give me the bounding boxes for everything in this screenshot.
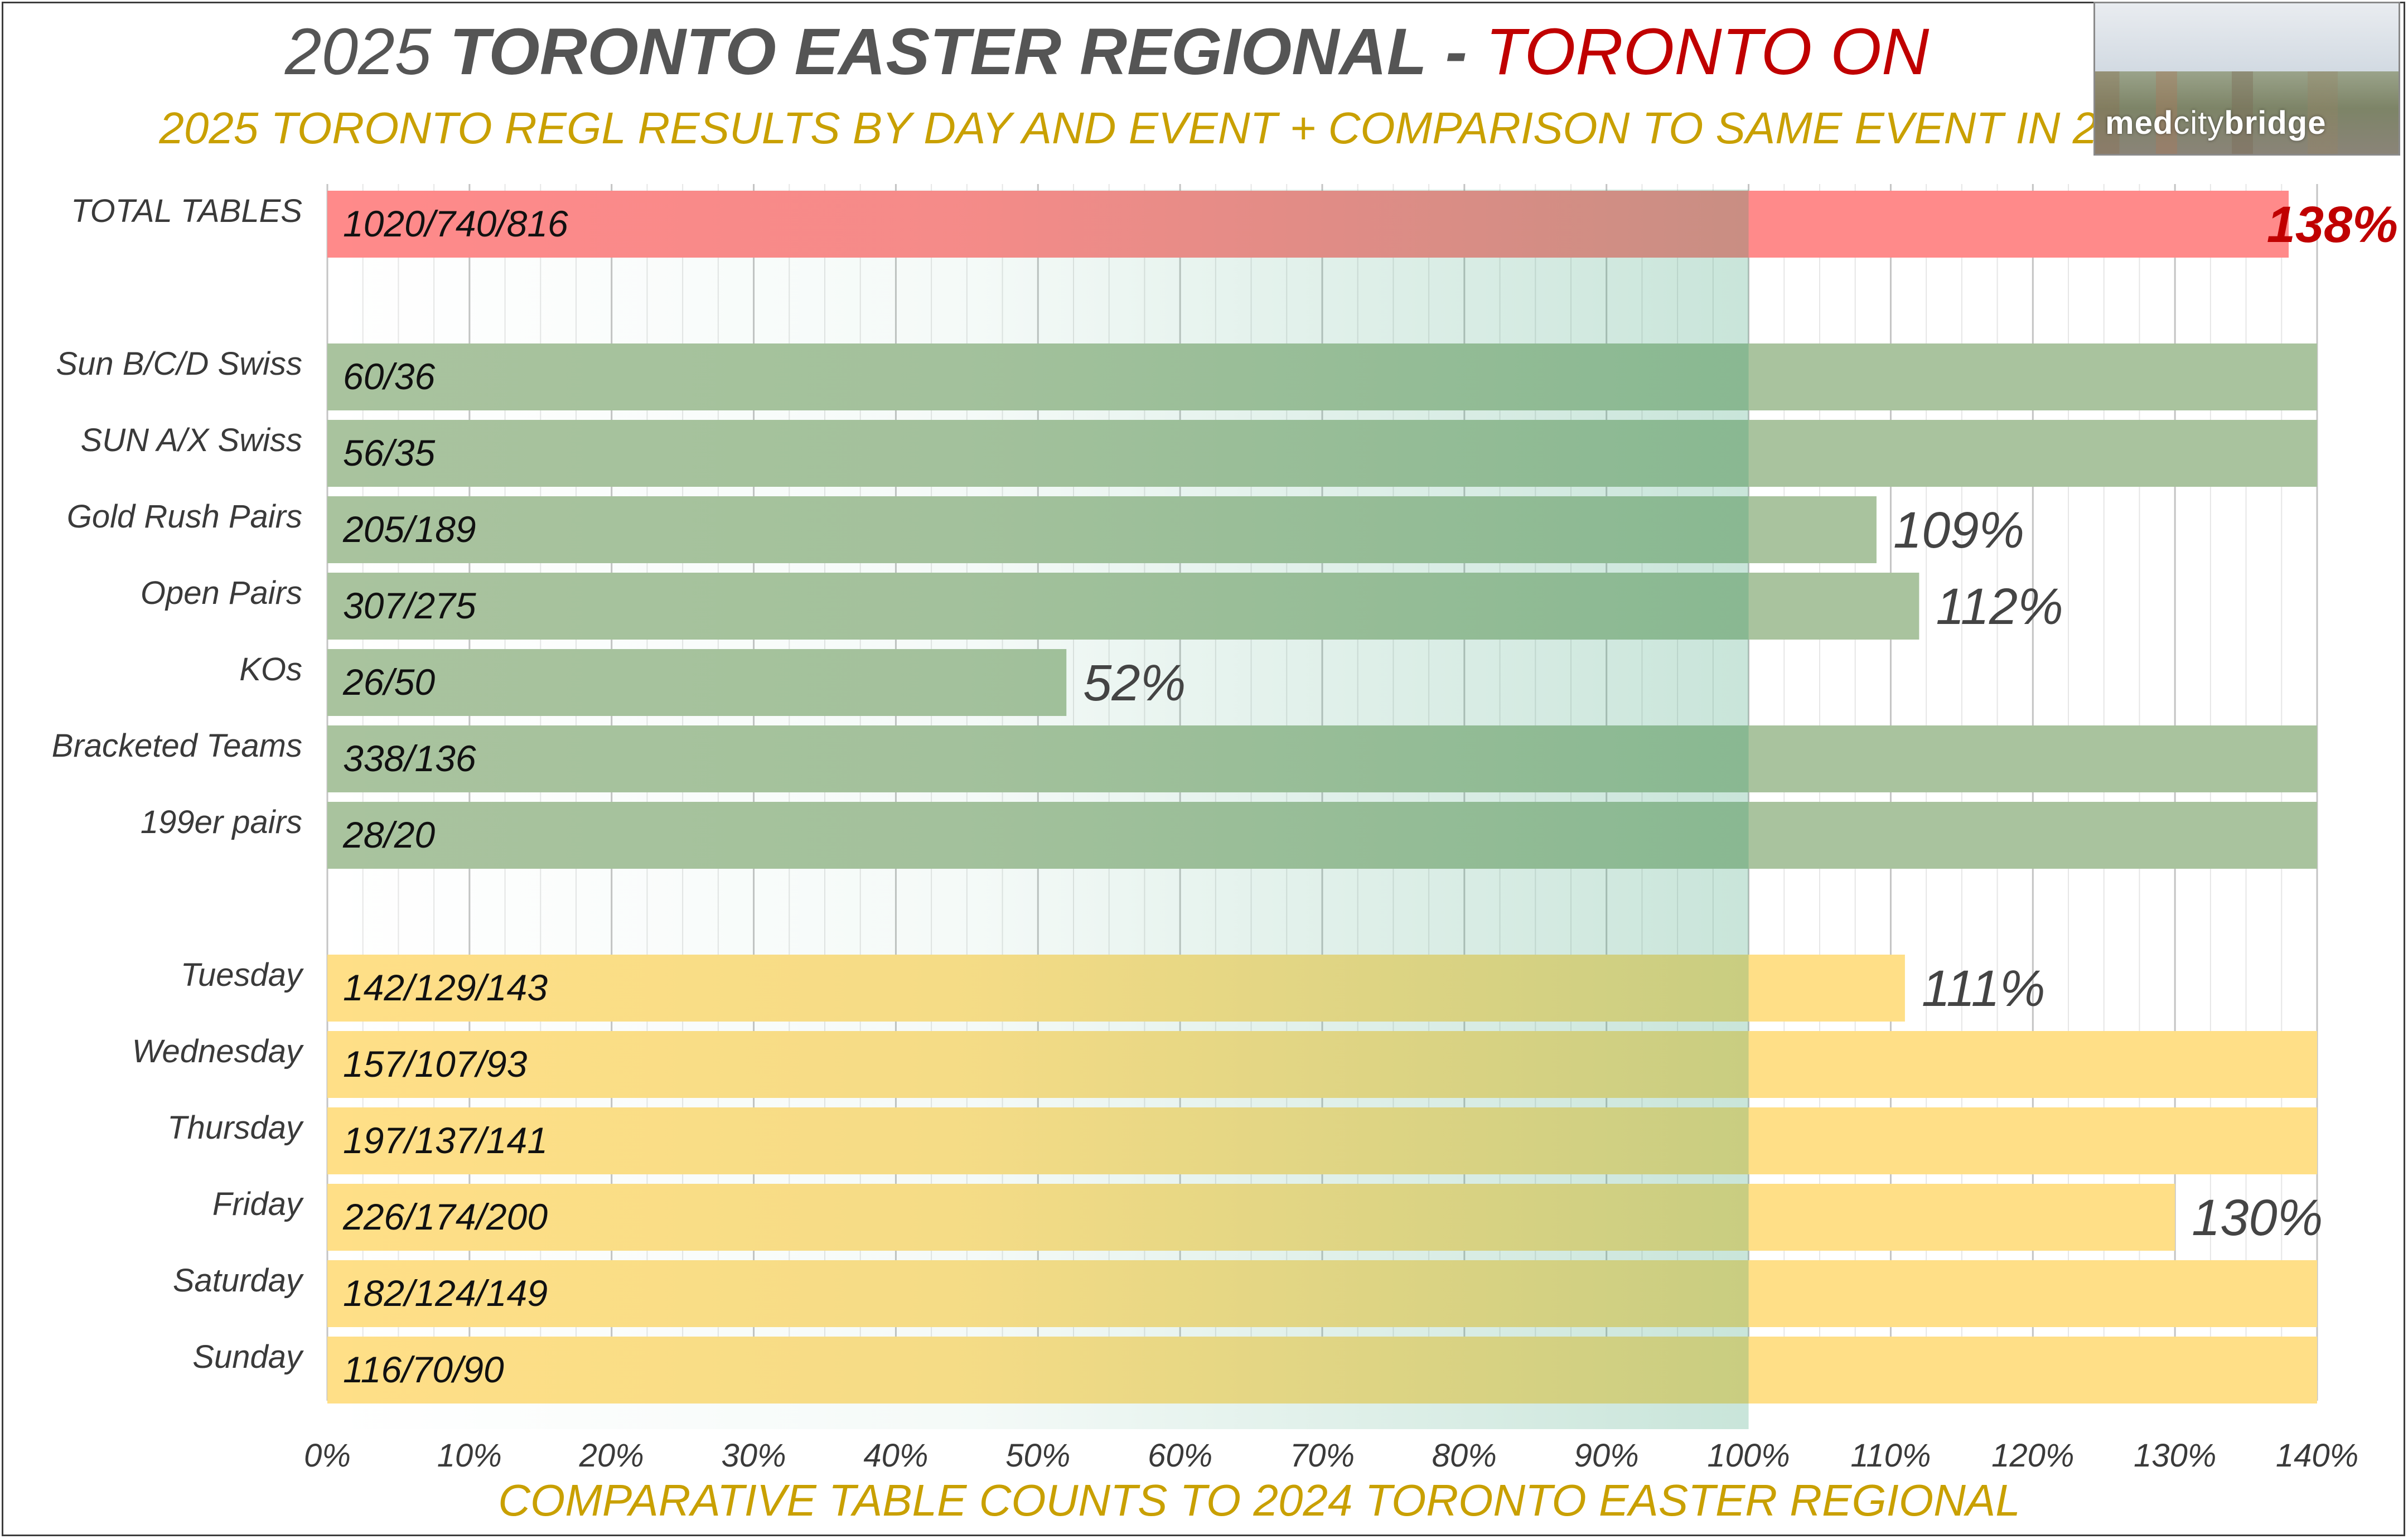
- counts-label: 26/50: [342, 661, 435, 703]
- logo-text-city: city: [2173, 105, 2225, 141]
- counts-label: 116/70/90: [343, 1349, 504, 1390]
- labels-layer: TOTAL TABLES 1020/740/816 138% Sun B/C/D Sw…: [52, 193, 2398, 1390]
- counts-label: 205/189: [342, 509, 476, 550]
- counts-label: 60/36: [343, 356, 435, 397]
- counts-label: 142/129/143: [343, 967, 548, 1008]
- x-axis-ticks: 0% 10% 20% 30% 40% 50% 60% 70% 80% 90% 100% 110% 120…: [304, 1438, 2358, 1474]
- x-tick-label: 0%: [304, 1438, 351, 1474]
- category-label: Open Pairs: [141, 575, 302, 611]
- medcitybridge-logo: medcitybridge: [2093, 2, 2400, 156]
- logo-text-med: med: [2105, 105, 2174, 141]
- category-label: TOTAL TABLES: [71, 193, 302, 229]
- x-tick-label: 40%: [863, 1438, 928, 1474]
- category-label: Thursday: [167, 1110, 304, 1146]
- category-label: Bracketed Teams: [52, 728, 302, 764]
- x-tick-label: 70%: [1290, 1438, 1355, 1474]
- x-tick-label: 10%: [437, 1438, 502, 1474]
- value-label: 111%: [1922, 960, 2046, 1017]
- counts-label: 307/275: [343, 585, 476, 626]
- category-label: Tuesday: [181, 957, 304, 993]
- x-tick-label: 110%: [1850, 1438, 1931, 1474]
- title-separator: -: [1445, 15, 1467, 89]
- x-tick-label: 140%: [2276, 1438, 2358, 1474]
- x-tick-label: 90%: [1574, 1438, 1639, 1474]
- x-tick-label: 30%: [722, 1438, 786, 1474]
- category-label: Saturday: [173, 1262, 304, 1299]
- title-year: 2025: [284, 15, 432, 89]
- counts-label: 338/136: [343, 738, 476, 779]
- counts-label: 1020/740/816: [343, 203, 568, 244]
- title-event: TORONTO EASTER REGIONAL: [449, 15, 1427, 89]
- category-label: Gold Rush Pairs: [67, 499, 302, 535]
- x-tick-label: 120%: [1991, 1438, 2074, 1474]
- x-tick-label: 130%: [2134, 1438, 2216, 1474]
- counts-label: 226/174/200: [342, 1196, 548, 1237]
- category-label: KOs: [239, 651, 302, 688]
- counts-label: 28/20: [342, 814, 435, 855]
- counts-label: 157/107/93: [343, 1043, 528, 1085]
- category-label: Sunday: [192, 1339, 304, 1375]
- category-label: Sun B/C/D Swiss: [56, 346, 302, 382]
- counts-label: 56/35: [343, 432, 435, 473]
- category-label: Friday: [212, 1186, 304, 1222]
- x-tick-label: 60%: [1148, 1438, 1212, 1474]
- logo-text-bridge: bridge: [2224, 105, 2327, 141]
- x-tick-label: 20%: [579, 1438, 644, 1474]
- chart-title: 2025 TORONTO EASTER REGIONAL - TORONTO O…: [284, 15, 1930, 89]
- value-label: 112%: [1936, 578, 2063, 635]
- logo-city-image: [2095, 71, 2399, 154]
- x-tick-label: 80%: [1432, 1438, 1497, 1474]
- x-tick-label: 50%: [1005, 1438, 1070, 1474]
- chart-subtitle: 2025 TORONTO REGL RESULTS BY DAY AND EVE…: [158, 103, 2172, 153]
- x-axis-label: COMPARATIVE TABLE COUNTS TO 2024 TORONTO…: [498, 1475, 2020, 1525]
- value-label: 109%: [1893, 502, 2024, 559]
- counts-label: 197/137/141: [343, 1120, 548, 1161]
- category-label: 199er pairs: [141, 804, 302, 840]
- category-label: SUN A/X Swiss: [81, 422, 302, 458]
- value-label: 130%: [2192, 1189, 2323, 1246]
- title-location: TORONTO ON: [1486, 15, 1930, 89]
- value-label: 138%: [2267, 196, 2398, 253]
- value-label: 52%: [1083, 655, 1186, 712]
- counts-label: 182/124/149: [343, 1272, 548, 1314]
- category-label: Wednesday: [132, 1033, 304, 1069]
- logo-text: medcitybridge: [2105, 104, 2327, 142]
- x-tick-label: 100%: [1707, 1438, 1790, 1474]
- reference-band-100pct: [327, 190, 1749, 1429]
